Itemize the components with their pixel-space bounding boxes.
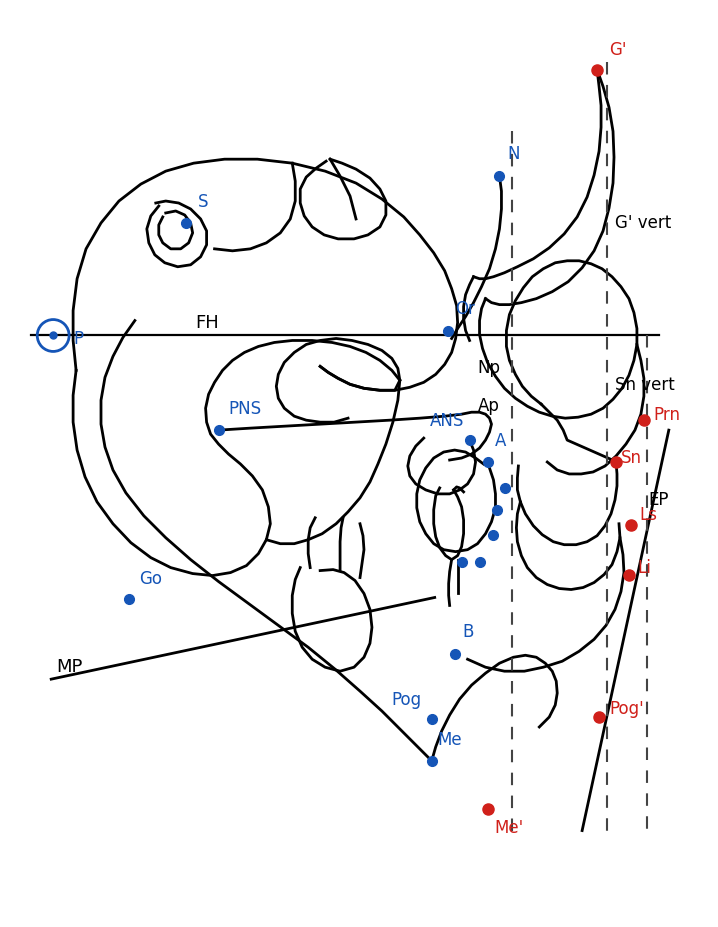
Text: FH: FH <box>195 313 220 332</box>
Text: Me': Me' <box>495 819 523 837</box>
Text: Ls: Ls <box>639 506 657 524</box>
Text: G' vert: G' vert <box>615 214 671 232</box>
Text: Go: Go <box>139 569 162 588</box>
Text: Np: Np <box>477 360 500 377</box>
Text: PNS: PNS <box>228 400 261 418</box>
Text: MP: MP <box>56 658 83 676</box>
Text: Sn vert: Sn vert <box>615 376 675 394</box>
Text: Prn: Prn <box>654 406 681 425</box>
Text: G': G' <box>609 41 627 58</box>
Text: A: A <box>495 432 506 450</box>
Text: Li: Li <box>637 559 651 577</box>
Text: Or: Or <box>456 299 475 318</box>
Text: Pog: Pog <box>392 691 422 709</box>
Text: EP: EP <box>649 491 669 509</box>
Text: Me: Me <box>438 730 462 749</box>
Text: B: B <box>462 623 474 641</box>
Text: Ap: Ap <box>477 398 500 415</box>
Text: N: N <box>508 146 520 163</box>
Text: P: P <box>73 331 83 349</box>
Text: Pog': Pog' <box>609 700 644 718</box>
Text: S: S <box>197 193 208 211</box>
Text: Sn: Sn <box>621 449 642 467</box>
Text: ANS: ANS <box>430 413 464 430</box>
